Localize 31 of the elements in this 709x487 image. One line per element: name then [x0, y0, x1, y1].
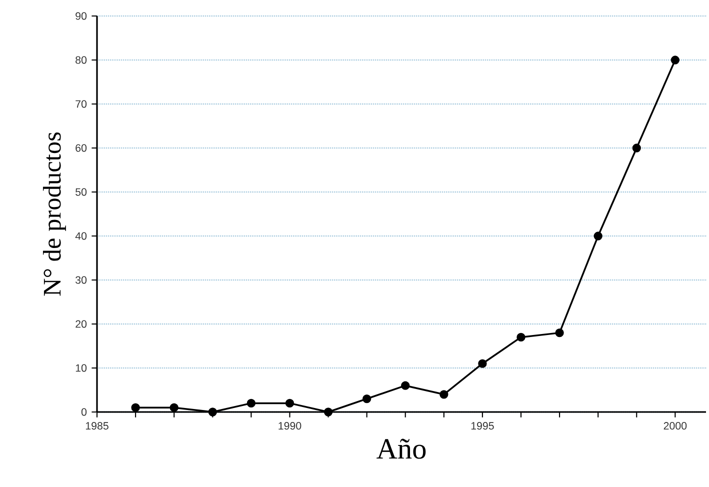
point	[555, 328, 564, 338]
point	[170, 403, 178, 412]
y-tick-label: 90	[76, 12, 87, 20]
point	[285, 398, 294, 408]
point	[208, 408, 217, 416]
point	[246, 398, 256, 408]
y-tick-label: 80	[76, 56, 87, 64]
y-tick-label: 30	[76, 276, 87, 284]
point	[516, 332, 526, 342]
point	[131, 403, 140, 412]
x-axis-title: Año	[376, 438, 426, 459]
point	[440, 390, 448, 399]
y-tick-label: 50	[76, 188, 87, 196]
y-axis-title: N° de productos	[42, 132, 66, 296]
point	[478, 359, 487, 368]
point	[362, 394, 372, 404]
point	[670, 56, 680, 64]
y-tick-label: 60	[76, 144, 87, 152]
y-tick-label: 20	[76, 320, 87, 328]
point	[401, 381, 410, 390]
point	[632, 144, 641, 152]
x-tick-label: 1995	[471, 422, 494, 430]
y-tick-label: 40	[75, 232, 87, 240]
x-tick-label: 1985	[86, 422, 108, 430]
x-tick-label: 2000	[664, 422, 687, 430]
point	[594, 232, 602, 240]
x-tick-label: 1990	[278, 422, 302, 430]
y-tick-label: 0	[81, 408, 87, 416]
y-tick-label: 70	[76, 100, 87, 108]
y-tick-label: 10	[76, 364, 87, 372]
point	[324, 408, 333, 416]
